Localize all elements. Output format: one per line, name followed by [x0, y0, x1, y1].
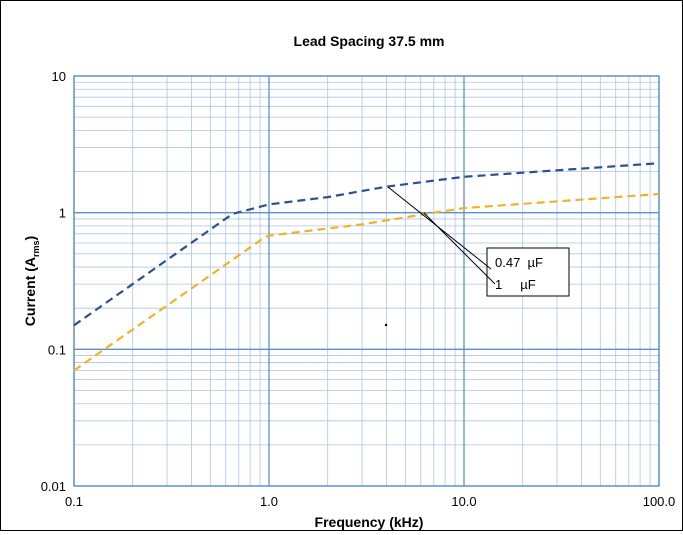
stray-dot [384, 323, 388, 327]
grid [73, 75, 660, 487]
series-line-0 [73, 162, 660, 327]
plot-border [73, 75, 660, 487]
leader-line-1 [423, 212, 496, 285]
y-tick-label: 0.1 [48, 342, 66, 357]
x-tick-label: 100.0 [643, 494, 676, 509]
legend-entry-1: 1 µF [495, 277, 536, 292]
y-axis-label: Current (Arms) [22, 236, 41, 326]
x-axis-label: Frequency (kHz) [315, 514, 424, 530]
series-line-1 [73, 192, 660, 372]
y-tick-label: 1 [59, 206, 66, 221]
y-tick-label: 10 [52, 69, 66, 84]
x-tick-label: 0.1 [65, 494, 83, 509]
x-tick-label: 1.0 [260, 494, 278, 509]
y-axis-label-sub: rms [31, 240, 41, 257]
x-tick-label: 10.0 [451, 494, 476, 509]
y-tick-label: 0.01 [41, 479, 66, 494]
chart-title: Lead Spacing 37.5 mm [294, 33, 445, 49]
legend-box [486, 247, 570, 297]
y-axis-label-suffix: ) [22, 236, 38, 241]
legend: 0.47 µF 1 µF [387, 186, 570, 297]
legend-entry-0: 0.47 µF [495, 255, 543, 270]
series-group [73, 162, 660, 372]
plot-area [74, 76, 659, 486]
y-axis-label-prefix: Current (A [22, 257, 38, 326]
